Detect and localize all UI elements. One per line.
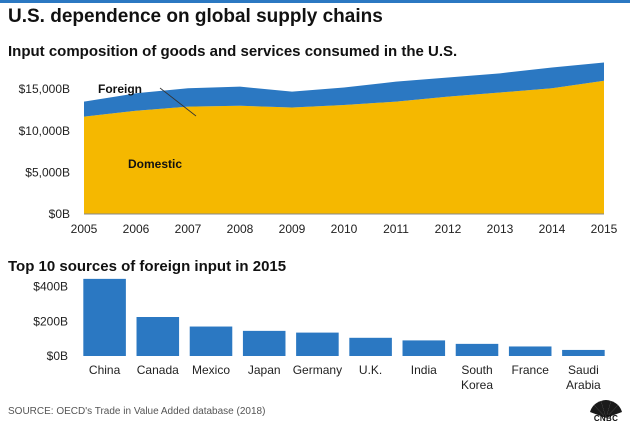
bar-y-tick-label: $0B bbox=[47, 349, 68, 363]
foreign-series-label: Foreign bbox=[98, 82, 142, 96]
bar bbox=[402, 340, 446, 356]
area-x-tick-label: 2013 bbox=[487, 222, 514, 236]
bar-chart-title: Top 10 sources of foreign input in 2015 bbox=[8, 258, 287, 275]
bar bbox=[296, 332, 339, 356]
bar-category-label: France bbox=[512, 363, 550, 377]
bar-y-tick-label: $400B bbox=[33, 280, 68, 294]
area-x-tick-label: 2007 bbox=[175, 222, 202, 236]
bar bbox=[455, 343, 499, 356]
source-note: SOURCE: OECD's Trade in Value Added data… bbox=[8, 406, 266, 417]
bar-category-label: China bbox=[89, 363, 121, 377]
area-y-tick-label: $10,000B bbox=[19, 124, 70, 138]
area-x-tick-label: 2012 bbox=[435, 222, 462, 236]
area-y-tick-label: $0B bbox=[49, 207, 70, 221]
bar-category-label: India bbox=[411, 363, 437, 377]
area-domestic bbox=[84, 80, 604, 214]
main-title: U.S. dependence on global supply chains bbox=[8, 6, 383, 27]
domestic-series-label: Domestic bbox=[128, 157, 182, 171]
bar-category-label: Germany bbox=[293, 363, 342, 377]
bar bbox=[562, 349, 605, 356]
bar bbox=[508, 346, 552, 356]
area-x-tick-label: 2014 bbox=[539, 222, 566, 236]
area-x-tick-label: 2015 bbox=[591, 222, 618, 236]
cnbc-logo-text: CNBC bbox=[593, 414, 619, 423]
bar-category-label: Canada bbox=[137, 363, 179, 377]
area-x-tick-label: 2009 bbox=[279, 222, 306, 236]
bar bbox=[83, 278, 126, 356]
area-chart: $0B $5,000B $10,000B $15,000B 2005 2006 2007 20… bbox=[19, 62, 618, 236]
bar-category-label: Mexico bbox=[192, 363, 230, 377]
area-y-tick-label: $15,000B bbox=[19, 82, 70, 96]
foreign-leader-line bbox=[159, 87, 197, 117]
area-x-tick-label: 2005 bbox=[71, 222, 98, 236]
area-x-tick-label: 2010 bbox=[331, 222, 358, 236]
bar bbox=[349, 337, 392, 356]
bar bbox=[189, 326, 233, 356]
bar-category-label: Saudi Arabia bbox=[566, 363, 601, 392]
area-x-tick-label: 2011 bbox=[383, 222, 409, 236]
bar-category-label: Japan bbox=[248, 363, 281, 377]
bar-category-label: U.K. bbox=[359, 363, 382, 377]
area-y-tick-label: $5,000B bbox=[25, 165, 70, 179]
header-rule bbox=[0, 0, 630, 3]
bar-category-label: South Korea bbox=[461, 363, 493, 392]
bar bbox=[136, 317, 180, 356]
area-chart-title: Input composition of goods and services … bbox=[8, 43, 458, 60]
bar-y-tick-label: $200B bbox=[33, 314, 68, 328]
area-x-tick-label: 2008 bbox=[227, 222, 254, 236]
bar bbox=[242, 330, 286, 356]
area-foreign bbox=[84, 62, 604, 117]
cnbc-peacock-logo bbox=[590, 400, 622, 418]
area-x-tick-label: 2006 bbox=[123, 222, 150, 236]
